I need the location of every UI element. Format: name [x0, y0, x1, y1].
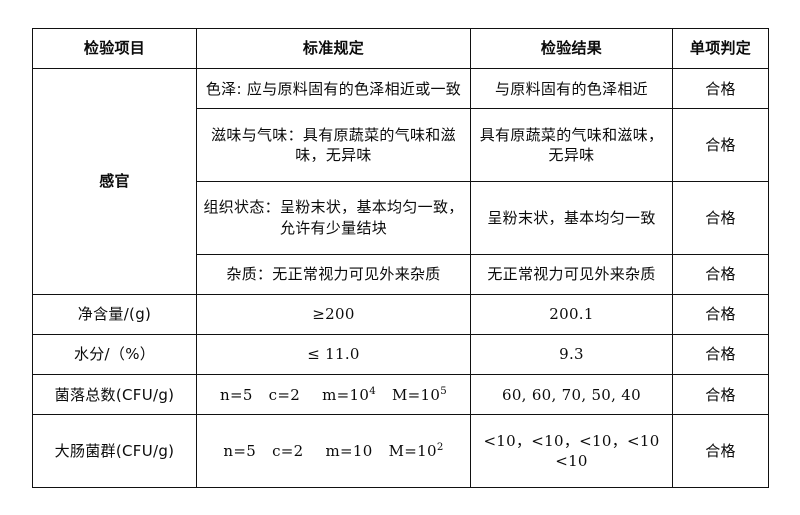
standard-sensory-color: 色泽: 应与原料固有的色泽相近或一致: [196, 68, 471, 110]
standard-sensory-taste-odor: 滋味与气味：具有原蔬菜的气味和滋味，无异味: [196, 108, 471, 182]
verdict-total-plate-count: 合格: [672, 374, 769, 416]
coliform-c-value: c=2: [272, 442, 304, 461]
result-sensory-taste-odor: 具有原蔬菜的气味和滋味， 无异味: [470, 108, 673, 182]
tpc-c-value: c=2: [268, 385, 301, 404]
header-cell-standard: 标准规定: [196, 27, 471, 70]
table-row-sensory-taste-odor: 滋味与气味：具有原蔬菜的气味和滋味，无异味 具有原蔬菜的气味和滋味， 无异味 合…: [33, 108, 769, 182]
verdict-net-content: 合格: [672, 293, 769, 335]
coliform-M-exponent: 2: [436, 442, 444, 454]
verdict-coliform: 合格: [672, 414, 769, 488]
verdict-sensory-impurities: 合格: [672, 253, 769, 295]
coliform-m-value: m=10: [325, 442, 373, 461]
tpc-M-exponent: 5: [440, 385, 447, 397]
result-sensory-texture: 呈粉末状，基本均匀一致: [470, 180, 673, 255]
header-cell-result: 检验结果: [470, 27, 673, 70]
tpc-n-value: n=5: [219, 385, 253, 404]
item-moisture: 水分/（%）: [32, 333, 197, 376]
verdict-sensory-taste-odor: 合格: [672, 108, 769, 182]
tpc-m-value: m=10: [322, 385, 370, 404]
standard-moisture: ≤ 11.0: [196, 333, 471, 376]
verdict-moisture: 合格: [672, 333, 769, 376]
result-sensory-impurities: 无正常视力可见外来杂质: [470, 253, 673, 295]
verdict-sensory-color: 合格: [672, 68, 769, 110]
standard-sensory-texture: 组织状态：呈粉末状，基本均匀一致，允许有少量结块: [196, 180, 471, 255]
tpc-m-exponent: 4: [369, 385, 376, 397]
coliform-n-value: n=5: [223, 442, 257, 461]
header-cell-verdict: 单项判定: [672, 27, 769, 70]
result-coliform: <10，<10，<10，<10 <10: [470, 414, 673, 488]
item-coliform: 大肠菌群(CFU/g): [32, 414, 197, 488]
result-total-plate-count: 60, 60, 70, 50, 40: [470, 374, 673, 416]
header-cell-item: 检验项目: [32, 27, 197, 70]
standard-coliform: n=5 c=2 m=10 M=102: [196, 414, 471, 488]
result-net-content: 200.1: [470, 293, 673, 335]
table-row-sensory-impurities: 杂质：无正常视力可见外来杂质 无正常视力可见外来杂质 合格: [33, 253, 769, 295]
item-net-content: 净含量/(g): [32, 293, 197, 335]
sensory-group-label: 感官: [32, 68, 197, 295]
result-line-2: 无异味: [548, 146, 595, 165]
table-row-total-plate-count: 菌落总数(CFU/g) n=5 c=2 m=104 M=105 60, 60, 70,…: [32, 374, 769, 416]
table-row-sensory-texture: 组织状态：呈粉末状，基本均匀一致，允许有少量结块 呈粉末状，基本均匀一致 合格: [33, 180, 769, 255]
table-row-moisture: 水分/（%） ≤ 11.0 9.3 合格: [32, 333, 769, 376]
result-sensory-color: 与原料固有的色泽相近: [470, 68, 673, 110]
verdict-sensory-texture: 合格: [672, 180, 769, 255]
inspection-report-table-wrapper: 检验项目 标准规定 检验结果 单项判定 感官 色泽: 应与原料固有的色泽相近或一…: [32, 27, 769, 488]
standard-sensory-impurities: 杂质：无正常视力可见外来杂质: [196, 253, 471, 295]
item-total-plate-count: 菌落总数(CFU/g): [32, 374, 197, 416]
coliform-M-value: M=10: [388, 442, 437, 461]
table-header-row: 检验项目 标准规定 检验结果 单项判定: [32, 27, 769, 70]
inspection-report-table: 检验项目 标准规定 检验结果 单项判定 感官 色泽: 应与原料固有的色泽相近或一…: [32, 27, 769, 488]
table-row-sensory-color: 感官 色泽: 应与原料固有的色泽相近或一致 与原料固有的色泽相近 合格: [32, 68, 769, 295]
coliform-result-line-2: <10: [555, 452, 588, 471]
result-moisture: 9.3: [470, 333, 673, 376]
table-row-net-content: 净含量/(g) ≥200 200.1 合格: [32, 293, 769, 335]
coliform-result-line-1: <10，<10，<10，<10: [483, 431, 660, 450]
tpc-M-value: M=10: [391, 385, 441, 404]
standard-total-plate-count: n=5 c=2 m=104 M=105: [196, 374, 471, 416]
table-row-coliform: 大肠菌群(CFU/g) n=5 c=2 m=10 M=102 <10，<10，<10，…: [32, 414, 769, 488]
result-line-1: 具有原蔬菜的气味和滋味，: [479, 125, 664, 144]
standard-net-content: ≥200: [196, 293, 471, 335]
